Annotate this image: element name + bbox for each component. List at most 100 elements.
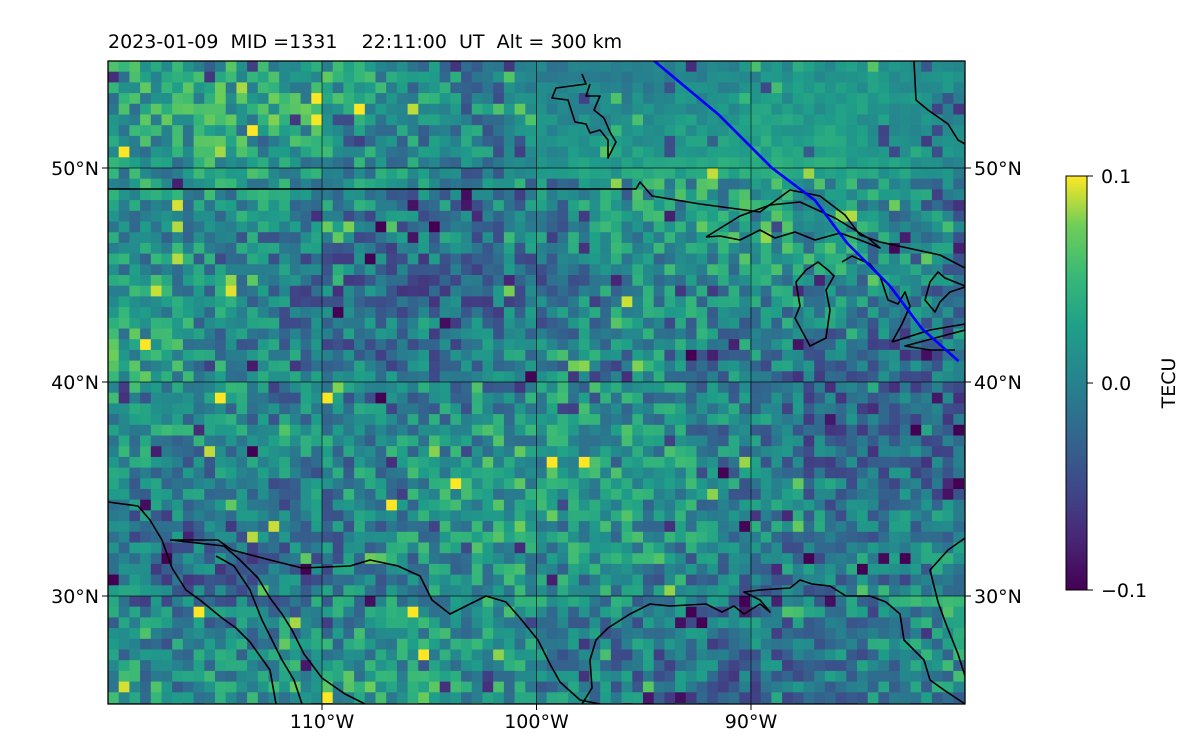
heatmap-cell <box>824 489 837 501</box>
heatmap-cell <box>953 168 965 180</box>
heatmap-cell <box>118 82 130 94</box>
heatmap-cell <box>343 93 355 105</box>
heatmap-cell <box>867 467 879 479</box>
heatmap-cell <box>653 424 665 437</box>
heatmap-cell <box>407 649 419 661</box>
heatmap-cell <box>921 703 933 704</box>
heatmap-cell <box>568 499 580 511</box>
heatmap-cell <box>750 660 762 672</box>
heatmap-cell <box>407 553 419 565</box>
heatmap-cell <box>750 510 762 522</box>
heatmap-cell <box>846 596 858 608</box>
heatmap-cell <box>899 61 912 73</box>
heatmap-cell <box>268 499 280 511</box>
heatmap-cell <box>921 232 933 244</box>
heatmap-cell <box>771 82 783 94</box>
heatmap-cell <box>129 114 141 126</box>
heatmap-cell <box>150 638 163 651</box>
heatmap-cell <box>311 360 323 372</box>
heatmap-cell <box>760 606 772 618</box>
heatmap-cell <box>172 296 184 308</box>
heatmap-cell <box>621 542 633 554</box>
heatmap-cell <box>450 93 462 105</box>
heatmap-cell <box>835 478 847 490</box>
heatmap-cell <box>150 210 163 223</box>
heatmap-cell <box>182 253 195 265</box>
heatmap-cell <box>899 414 912 426</box>
heatmap-cell <box>461 628 473 640</box>
heatmap-cell <box>717 670 730 683</box>
heatmap-cell <box>546 456 558 469</box>
heatmap-cell <box>279 382 291 394</box>
heatmap-cell <box>375 596 387 608</box>
heatmap-cell <box>953 403 965 415</box>
heatmap-cell <box>182 510 195 522</box>
heatmap-cell <box>236 71 248 83</box>
heatmap-cell <box>386 189 398 201</box>
heatmap-cell <box>257 392 270 404</box>
heatmap-cell <box>343 82 355 94</box>
heatmap-cell <box>964 467 965 479</box>
heatmap-cell <box>664 232 676 244</box>
heatmap-cell <box>300 424 312 437</box>
heatmap-cell <box>439 264 451 276</box>
heatmap-cell <box>375 146 387 158</box>
heatmap-cell <box>600 253 612 265</box>
heatmap-cell <box>771 114 783 126</box>
heatmap-cell <box>525 563 537 576</box>
heatmap-cell <box>782 221 794 233</box>
heatmap-cell <box>578 521 591 533</box>
heatmap-cell <box>364 264 377 276</box>
heatmap-cell <box>685 392 698 404</box>
heatmap-cell <box>696 446 708 458</box>
heatmap-cell <box>118 414 130 426</box>
heatmap-cell <box>867 489 879 501</box>
heatmap-cell <box>546 307 558 319</box>
heatmap-cell <box>525 510 537 522</box>
heatmap-cell <box>578 360 591 372</box>
heatmap-cell <box>461 82 473 94</box>
heatmap-cell <box>675 135 687 148</box>
heatmap-cell <box>215 349 227 362</box>
heatmap-cell <box>846 178 858 190</box>
heatmap-cell <box>150 146 163 158</box>
heatmap-cell <box>610 574 623 586</box>
heatmap-cell <box>375 93 387 105</box>
heatmap-cell <box>771 542 783 554</box>
heatmap-cell <box>471 681 484 693</box>
heatmap-cell <box>311 392 323 404</box>
heatmap-cell <box>632 317 644 330</box>
heatmap-cell <box>653 531 665 544</box>
heatmap-cell <box>568 178 580 190</box>
heatmap-cell <box>482 660 494 672</box>
heatmap-cell <box>589 424 601 437</box>
heatmap-cell <box>172 692 184 704</box>
heatmap-cell <box>108 574 120 586</box>
heatmap-cell <box>621 168 633 180</box>
heatmap-cell <box>589 510 601 522</box>
heatmap-cell <box>942 499 954 511</box>
heatmap-cell <box>503 617 516 629</box>
heatmap-cell <box>878 339 890 351</box>
heatmap-cell <box>193 403 205 415</box>
heatmap-cell <box>717 435 730 447</box>
heatmap-cell <box>525 542 537 554</box>
heatmap-cell <box>942 456 954 469</box>
heatmap-cell <box>471 446 484 458</box>
heatmap-cell <box>857 660 869 672</box>
heatmap-cell <box>493 692 505 704</box>
heatmap-cell <box>643 574 655 586</box>
heatmap-cell <box>600 563 612 576</box>
heatmap-cell <box>332 606 344 618</box>
heatmap-cell <box>889 135 901 148</box>
heatmap-cell <box>279 392 291 404</box>
heatmap-cell <box>546 585 558 597</box>
heatmap-cell <box>193 221 205 233</box>
heatmap-cell <box>461 307 473 319</box>
heatmap-cell <box>493 317 505 330</box>
heatmap-cell <box>546 681 558 693</box>
heatmap-cell <box>889 510 901 522</box>
heatmap-cell <box>846 563 858 576</box>
heatmap-cell <box>493 681 505 693</box>
heatmap-cell <box>503 275 516 287</box>
